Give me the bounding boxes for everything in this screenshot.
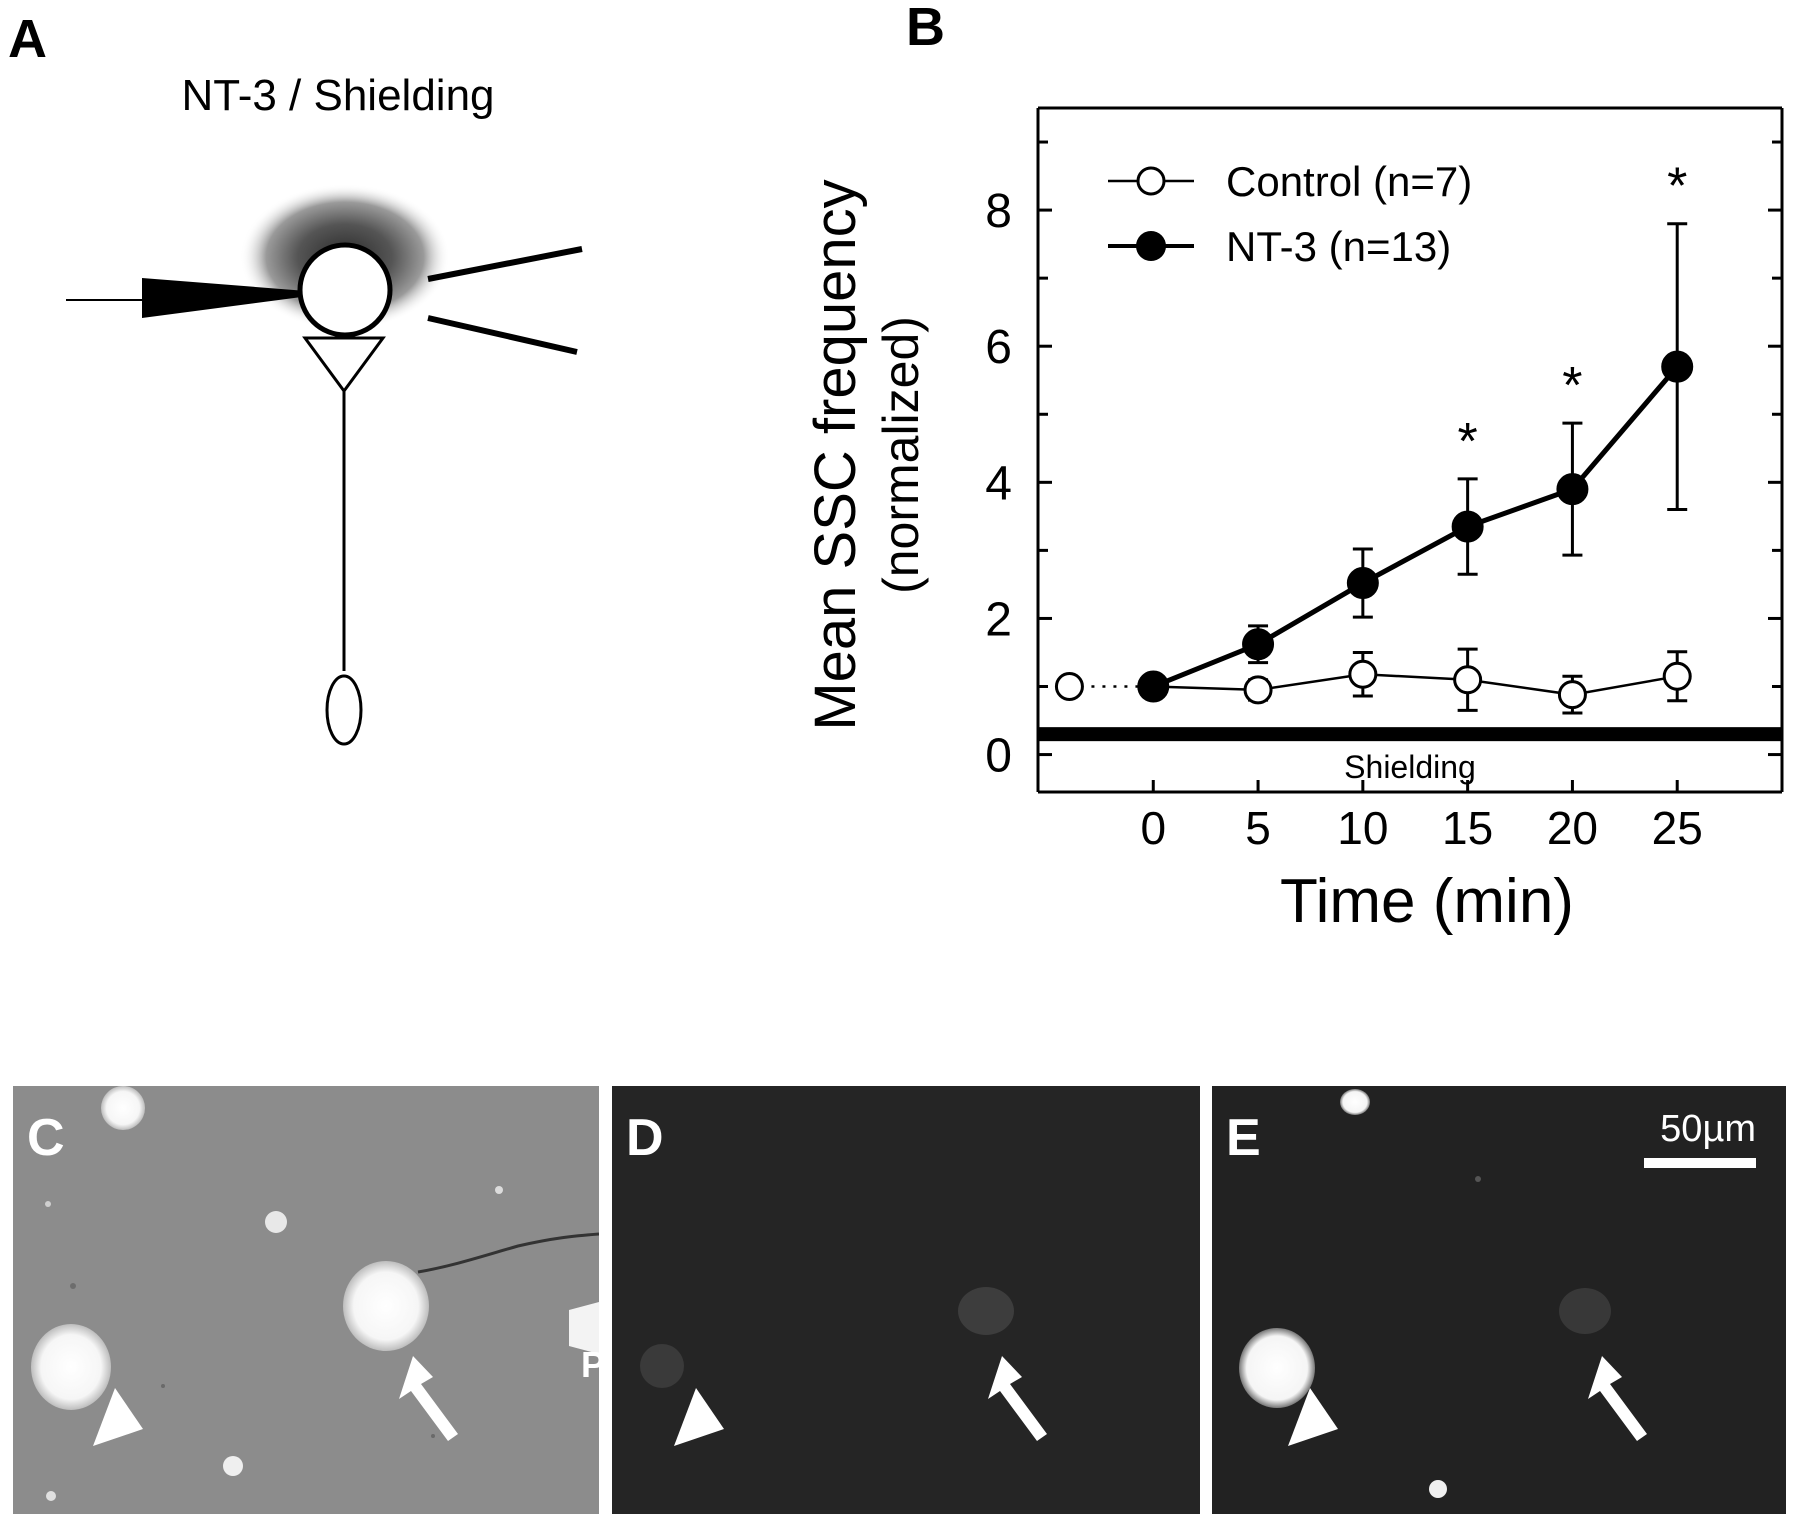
legend-nt3-label: NT-3 (n=13)	[1226, 223, 1451, 270]
panel-b-letter: B	[906, 0, 945, 57]
x-tick-label: 5	[1245, 802, 1271, 854]
control-point	[1557, 680, 1587, 710]
nt3-point	[1242, 628, 1275, 661]
significance-asterisk: *	[1667, 158, 1687, 216]
pipette-label: P	[581, 1344, 599, 1385]
x-axis-label: Time (min)	[1280, 867, 1574, 936]
legend-control-label: Control (n=7)	[1226, 158, 1472, 205]
legend-nt3-marker	[1136, 231, 1166, 261]
nt3-point	[1137, 670, 1170, 703]
panel-e-image	[1212, 1086, 1786, 1514]
nt3-point	[1346, 567, 1379, 600]
shielding-bar-label: Shielding	[1344, 749, 1476, 785]
x-tick-label: 10	[1337, 802, 1388, 854]
control-point	[1453, 665, 1483, 695]
panel-a-letter: A	[8, 9, 47, 69]
panel-c-letter: C	[27, 1109, 65, 1167]
x-tick-label: 0	[1140, 802, 1166, 854]
panel-b-chart: 0 2 4 6 8 0 5 10 15 20 25 Shielding Control (n=7) N…	[803, 106, 1784, 936]
control-point	[1243, 675, 1273, 705]
neuron-soma-triangle	[302, 336, 386, 394]
significance-asterisk: *	[1562, 357, 1582, 415]
panel-d-arrow	[988, 1356, 1047, 1441]
y-tick-label: 2	[985, 593, 1012, 646]
y-axis-label-line2: (normalized)	[873, 316, 929, 594]
x-tick-label: 15	[1442, 802, 1493, 854]
panel-e-arrowhead	[1288, 1388, 1338, 1446]
panel-a-title: NT-3 / Shielding	[181, 71, 494, 120]
control-series-line	[1153, 673, 1678, 696]
y-tick-label: 8	[985, 185, 1012, 238]
legend-control-marker	[1136, 166, 1166, 196]
panel-d-image	[612, 1086, 1200, 1514]
panel-c-arrowhead	[93, 1388, 143, 1446]
pipette-tip	[142, 278, 332, 318]
panel-c-image	[13, 1086, 599, 1514]
panel-e-micrograph: E 50µm	[1212, 1086, 1786, 1514]
control-point	[1054, 672, 1084, 702]
scale-bar-label: 50µm	[1660, 1108, 1756, 1150]
panel-c-arrow	[399, 1356, 458, 1441]
stim-pipette-lower	[427, 315, 578, 355]
x-tick-label: 25	[1652, 802, 1703, 854]
panel-d-arrowhead	[674, 1388, 724, 1446]
shielding-bar	[1038, 727, 1782, 742]
significance-asterisk: *	[1458, 413, 1478, 471]
nt3-point	[1451, 510, 1484, 543]
panel-d-micrograph: D	[612, 1086, 1200, 1514]
cell-soma	[297, 242, 393, 338]
y-tick-label: 4	[985, 457, 1012, 510]
y-tick-label: 0	[985, 730, 1012, 783]
y-tick-label: 6	[985, 321, 1012, 374]
nt3-point	[1556, 473, 1589, 506]
nt3-point	[1661, 350, 1694, 383]
panel-a-schematic: NT-3 / Shielding	[66, 71, 583, 746]
neuron-terminal	[325, 674, 363, 746]
panel-c-micrograph: C P	[13, 1086, 599, 1514]
scale-bar	[1644, 1158, 1756, 1168]
panel-d-letter: D	[626, 1109, 664, 1167]
panel-e-arrow	[1588, 1356, 1647, 1441]
panel-e-letter: E	[1226, 1109, 1261, 1167]
control-point	[1662, 661, 1692, 691]
y-axis-label-line1: Mean SSC frequency	[803, 179, 868, 730]
stim-pipette-upper	[427, 246, 583, 282]
nt3-series-line	[1152, 365, 1680, 689]
x-tick-label: 20	[1547, 802, 1598, 854]
control-point	[1348, 659, 1378, 689]
